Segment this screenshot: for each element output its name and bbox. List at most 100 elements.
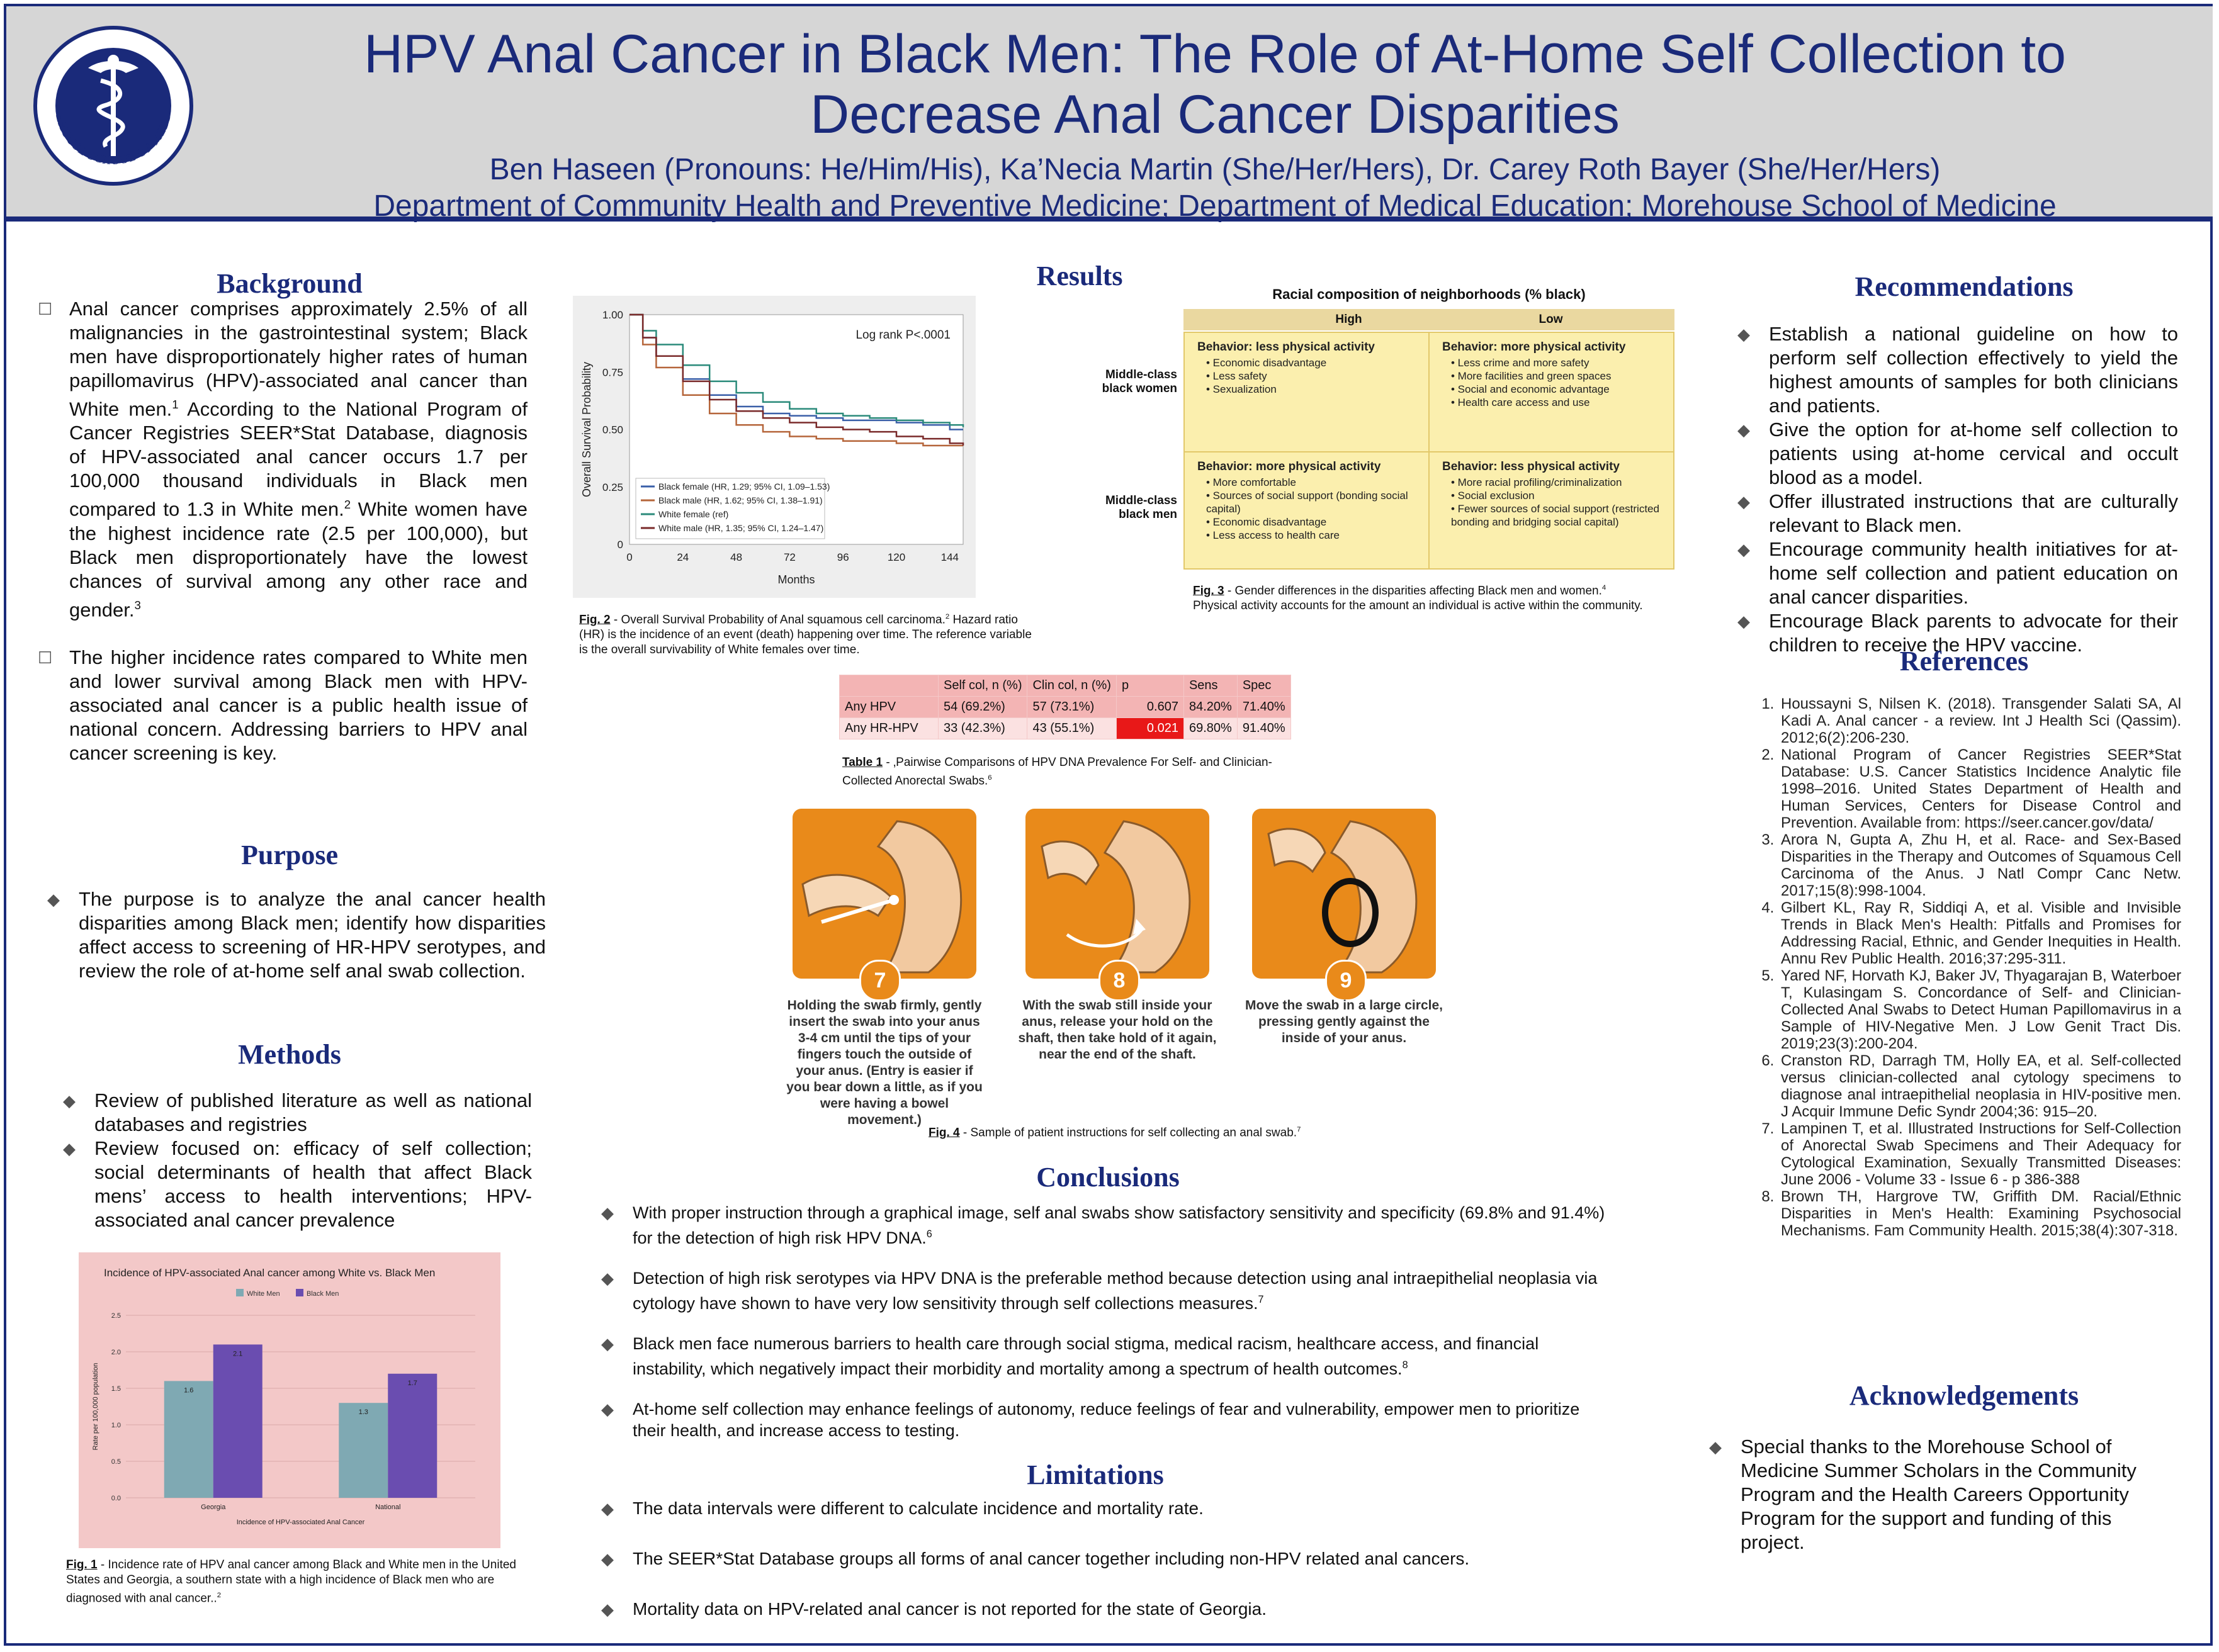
conclusion-item: ◆ Detection of high risk serotypes via HP… [601,1269,1598,1313]
fig3-cell-item: • Sexualization [1206,383,1277,395]
recommendation-item: ◆ Give the option for at-home self collec… [1737,419,2178,488]
checkbox-bullet-icon: ☐ [38,300,53,318]
fig3-matrix: Racial composition of neighborhoods (% b… [1095,286,1674,570]
step-text: Holding the swab firmly, gently insert t… [786,998,983,1127]
swab-insert-illustration [793,809,976,979]
limitations-heading: Limitations [1027,1459,1164,1490]
methods-item: ◆ Review of published literature as well … [63,1089,532,1135]
fig2-caption: Fig. 2 - Overall Survival Probability of… [579,613,1032,657]
reference-item: Cranston RD, Darragh TM, Holly EA, et al… [1778,1052,2181,1120]
purpose-item: ◆ The purpose is to analyze the anal canc… [47,888,546,982]
poster-frame [4,4,2213,1646]
background-item: ☐ The higher incidence rates compared to … [38,646,528,764]
background-text: ☐ Anal cancer comprises approximately 2.5… [38,297,528,765]
morehouse-seal-logo: MOREHOUSE SCHOOL OF MEDICINE [31,24,193,186]
checkbox-bullet-icon: ☐ [38,648,53,667]
y-axis-label: Rate per 100,000 population [92,1363,99,1451]
recommendation-item: ◆ Encourage community health initiatives … [1737,538,2178,608]
recommendations-heading: Recommendations [1855,271,2074,302]
conclusion-item: ◆ Black men face numerous barriers to hea… [601,1334,1539,1378]
fig4-instructions: 7 Holding the swab firmly, gently insert… [784,809,1476,1127]
fig3-cell-item: • Economic disadvantage [1206,516,1327,528]
acknowledgements-heading: Acknowledgements [1849,1380,2079,1411]
methods-list: ◆ Review of published literature as well … [63,1089,532,1232]
reference-item: Arora N, Gupta A, Zhu H, et al. Race- an… [1778,831,2181,899]
survival-line-chart: 0 0.25 0.50 0.75 1.00 0 24 48 72 96 120 144 Months Ov… [580,309,964,586]
x-tick-label: 120 [888,551,905,563]
diamond-bullet-icon: ◆ [63,1091,76,1110]
x-tick-label: 96 [837,551,849,563]
diamond-bullet-icon: ◆ [1737,540,1750,559]
y-tick-label: 1.0 [111,1422,121,1429]
fig3-cell-item: • Social exclusion [1451,490,1535,502]
recommendations-list: ◆ Establish a national guideline on how t… [1737,322,2178,657]
fig3-cell-item: • Sources of social support (bonding soc… [1206,490,1408,515]
diamond-bullet-icon: ◆ [1737,612,1750,631]
fig1-caption: Fig. 1 - Incidence rate of HPV anal canc… [66,1558,516,1605]
fig3-cell: Behavior: more physical activity • Less c… [1442,340,1663,409]
fig3-cell-item: • More comfortable [1206,476,1296,488]
bar [213,1344,263,1498]
legend-label: Black male (HR, 1.62; 95% CI, 1.38–1.91) [658,495,823,505]
diamond-bullet-icon: ◆ [601,1400,614,1419]
fig4-caption: Fig. 4 - Sample of patient instructions … [929,1126,1301,1140]
background-heading: Background [217,268,363,299]
x-tick-label: 48 [730,551,742,563]
bar-value-label: 2.1 [233,1350,242,1357]
x-tick-label: 144 [941,551,959,563]
fig3-cell-item: • Social and economic advantage [1451,383,1610,395]
incidence-bar-chart: Incidence of HPV-associated Anal cancer … [92,1267,475,1526]
bar [388,1373,438,1498]
fig3-cell-item: • More racial profiling/criminalization [1451,476,1622,488]
y-tick-label: 0.25 [602,481,623,493]
bar [339,1403,388,1498]
reference-item: Brown TH, Hargrove TW, Griffith DM. Raci… [1778,1188,2181,1239]
significant-p-cell: 0.021 [1115,717,1184,739]
fig3-cell: Behavior: less physical activity • Econom… [1197,340,1418,396]
fig3-col-low: Low [1427,309,1674,330]
y-axis-label: Overall Survival Probability [580,362,593,497]
x-tick-label: 72 [784,551,796,563]
fig3-cell-item: • More facilities and green spaces [1451,370,1612,382]
fig3-cell: Behavior: more physical activity • More c… [1197,460,1418,542]
recommendation-item: ◆ Offer illustrated instructions that are… [1737,490,2178,536]
bar-value-label: 1.6 [184,1386,193,1394]
limitations-list: ◆ The data intervals were different to ca… [601,1498,1612,1620]
table1-caption: Table 1 - ‚Pairwise Comparisons of HPV D… [842,756,1272,788]
legend-label: White male (HR, 1.35; 95% CI, 1.24–1.47) [658,523,823,533]
log-rank-annotation: Log rank P<.0001 [855,329,951,342]
y-tick-label: 2.5 [111,1312,121,1320]
swab-hold-illustration [1025,809,1209,979]
fig3-cell-title: Behavior: more physical activity [1442,340,1626,354]
fig3-cell-item: • Fewer sources of social support (restr… [1451,503,1659,528]
diamond-bullet-icon: ◆ [601,1269,614,1288]
limitation-item: ◆ Mortality data on HPV-related anal canc… [601,1599,1267,1619]
methods-item: ◆ Review focused on: efficacy of self col… [63,1137,532,1231]
fig3-title: Racial composition of neighborhoods (% b… [1272,286,1586,302]
title-line-2: Decrease Anal Cancer Disparities [810,84,1620,145]
acknowledgements-text: ◆ Special thanks to the Morehouse School … [1709,1435,2172,1554]
poster-header: MOREHOUSE SCHOOL OF MEDICINE HPV Anal Ca… [6,6,2213,223]
reference-item: Gilbert KL, Ray R, Siddiqi A, et al. Vis… [1778,899,2181,967]
x-axis-label: Incidence of HPV-associated Anal Cancer [237,1519,365,1526]
swab-circle-illustration [1252,809,1436,979]
y-tick-label: 1.00 [602,309,623,321]
bar [164,1381,213,1498]
methods-heading: Methods [238,1039,341,1070]
y-tick-label: 0.50 [602,424,623,436]
y-tick-label: 0.5 [111,1458,121,1466]
fig3-cell-title: Behavior: less physical activity [1442,460,1620,473]
references-list: Houssayni S, Nilsen K. (2018). Transgend… [1734,695,2181,1239]
diamond-bullet-icon: ◆ [1737,325,1750,344]
fig3-cell-item: • Less access to health care [1206,529,1340,541]
step-number-badge: 7 [859,960,901,1001]
y-tick-label: 0 [618,539,623,551]
fig3-cell-item: • Less crime and more safety [1451,357,1589,369]
legend-label: Black Men [307,1290,339,1298]
diamond-bullet-icon: ◆ [47,890,60,909]
instruction-step: 9 Move the swab in a large circle, press… [1243,809,1445,1045]
fig3-cell-item: • Economic disadvantage [1206,357,1327,369]
table-row: Any HR-HPV 33 (42.3%) 43 (55.1%) 0.021 6… [839,717,1291,739]
y-tick-label: 0.0 [111,1495,121,1502]
reference-item: Yared NF, Horvath KJ, Baker JV, Thyagara… [1778,967,2181,1052]
